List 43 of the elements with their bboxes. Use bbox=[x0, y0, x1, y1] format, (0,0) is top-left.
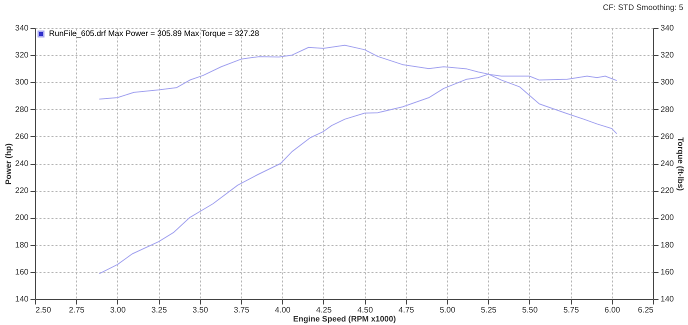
x-tick-label: 6.00 bbox=[604, 306, 621, 314]
y2-tick-label: 340 bbox=[660, 24, 674, 32]
text: CF: STD Smoothing: 5 bbox=[602, 3, 684, 12]
y-tick-label: 200 bbox=[15, 213, 30, 222]
x-tick-label: 2.75 bbox=[68, 306, 86, 314]
x-tick-label: 5.50 bbox=[522, 306, 538, 314]
y2-tick-label: 220 bbox=[660, 186, 674, 196]
y2-tick-label: 140 bbox=[660, 294, 674, 304]
y-tick-label: 300 bbox=[15, 78, 30, 87]
y-tick-label: 220 bbox=[15, 186, 30, 196]
y-tick-label: 320 bbox=[15, 50, 30, 60]
y-tick-label: 140 bbox=[15, 294, 30, 304]
x-axis-title: Engine Speed (RPM x1000) bbox=[293, 314, 396, 324]
legend-label: RunFile_605.drf Max Power = 305.89 Max Torque = 327.28 bbox=[49, 29, 260, 38]
x-tick-label: 5.75 bbox=[563, 306, 580, 314]
x-tick-label: 3.75 bbox=[234, 306, 250, 314]
y2-tick-label: 280 bbox=[660, 104, 674, 114]
x-tick-label: 4.50 bbox=[357, 306, 374, 314]
y2-tick-label: 240 bbox=[660, 159, 674, 168]
y-axis-title: Power (hp) bbox=[4, 143, 14, 185]
y2-tick-label: 320 bbox=[660, 50, 674, 60]
y2-tick-label: 260 bbox=[660, 132, 674, 141]
y-tick-label: 240 bbox=[15, 159, 30, 168]
y-tick-label: 280 bbox=[15, 104, 30, 114]
x-tick-label: 3.25 bbox=[151, 306, 168, 314]
y-tick-label: 260 bbox=[15, 132, 30, 141]
x-tick-label: 5.00 bbox=[440, 306, 456, 314]
x-tick-label: 3.50 bbox=[192, 306, 209, 314]
x-tick-label: 4.25 bbox=[316, 306, 332, 314]
x-tick-label: 2.50 bbox=[36, 306, 52, 314]
y2-tick-label: 200 bbox=[660, 213, 674, 222]
y2-axis-title: Torque (ft-lbs) bbox=[676, 137, 685, 192]
x-tick-label: 4.75 bbox=[398, 306, 415, 314]
y2-tick-label: 180 bbox=[660, 240, 674, 250]
y2-tick-label: 160 bbox=[660, 267, 674, 276]
x-tick-label: 6.25 bbox=[638, 306, 654, 314]
y-tick-label: 180 bbox=[15, 240, 30, 250]
y-tick-label: 340 bbox=[15, 24, 30, 32]
y-tick-label: 160 bbox=[15, 267, 30, 276]
y2-tick-label: 300 bbox=[660, 78, 674, 87]
x-tick-label: 3.00 bbox=[110, 306, 126, 314]
x-tick-label: 4.00 bbox=[274, 306, 292, 314]
x-tick-label: 5.25 bbox=[480, 306, 498, 314]
